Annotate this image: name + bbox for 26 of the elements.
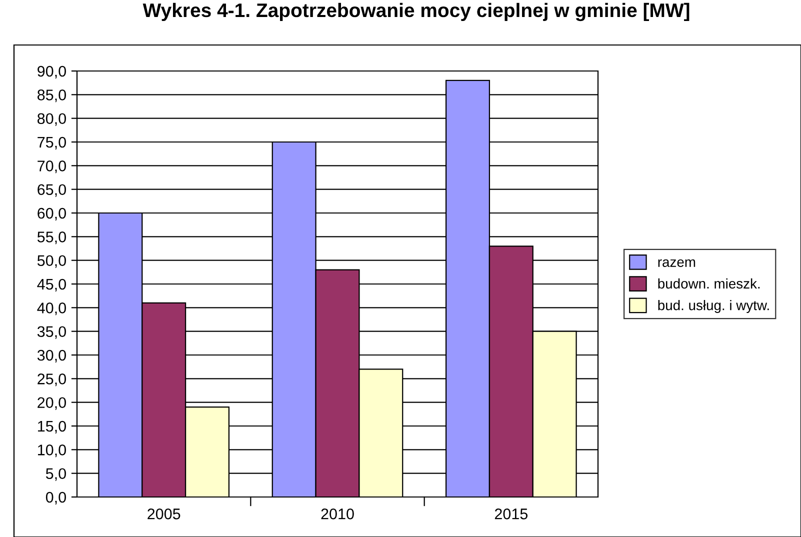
y-tick-label: 55,0 [37, 232, 66, 244]
x-tick-label: 2015 [494, 508, 528, 520]
x-tick-label: 2010 [321, 508, 354, 520]
y-tick-label: 60,0 [38, 208, 66, 220]
y-tick-label: 40,0 [37, 302, 66, 316]
y-tick-label: 70,0 [38, 160, 66, 174]
legend-label: budown. mieszk. [658, 278, 760, 289]
y-tick-label: 30,0 [37, 350, 66, 362]
y-tick-label: 25,0 [38, 374, 66, 386]
y-tick-label: 85,0 [38, 90, 66, 102]
y-tick-label: 20,0 [38, 397, 66, 410]
legend-label: bud. usług. i wytw. [658, 300, 769, 313]
y-tick-label: 0,0 [46, 492, 66, 504]
y-tick-label: 80,0 [38, 113, 66, 126]
y-tick-label: 90,0 [38, 66, 66, 78]
y-tick-label: 50,0 [37, 255, 66, 268]
y-tick-label: 10,0 [38, 444, 66, 458]
chart-title: Wykres 4-1. Zapotrzebowanie mocy cieplnej w gminie [MW] [142, 2, 690, 22]
y-tick-label: 5,0 [46, 468, 66, 481]
y-tick-label: 35,0 [37, 326, 66, 339]
y-tick-label: 15,0 [38, 420, 66, 434]
y-tick-label: 75,0 [38, 136, 66, 150]
legend-label: razem [658, 259, 696, 267]
x-tick-label: 2005 [148, 508, 180, 520]
y-tick-label: 65,0 [38, 184, 66, 197]
y-tick-label: 45,0 [37, 278, 66, 292]
